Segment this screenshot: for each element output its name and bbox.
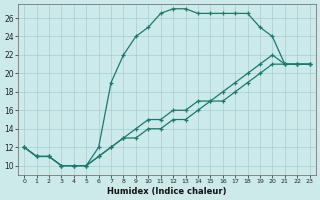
X-axis label: Humidex (Indice chaleur): Humidex (Indice chaleur) [107, 187, 227, 196]
